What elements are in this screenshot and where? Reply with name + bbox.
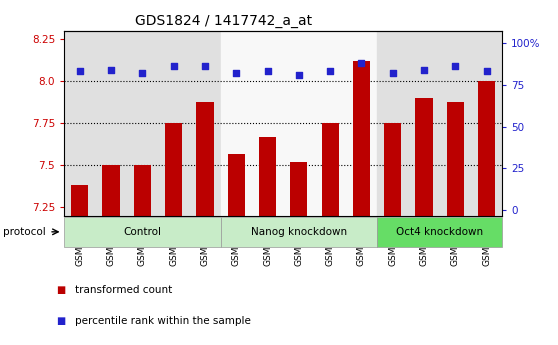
Point	[232, 70, 240, 76]
Bar	[415, 98, 432, 216]
Bar	[408, 31, 440, 216]
Bar	[384, 124, 401, 216]
Point	[295, 72, 304, 77]
Bar	[346, 31, 377, 216]
Bar	[440, 31, 471, 216]
Text: protocol: protocol	[3, 227, 46, 237]
Text: transformed count: transformed count	[75, 285, 172, 295]
Bar	[377, 31, 408, 216]
Text: ■: ■	[56, 316, 65, 326]
Bar	[478, 81, 495, 216]
Point	[357, 60, 366, 66]
Point	[138, 70, 147, 76]
Bar	[158, 31, 189, 216]
Bar	[252, 31, 283, 216]
Bar	[471, 31, 502, 216]
Bar	[228, 154, 245, 216]
Bar	[71, 185, 88, 216]
Bar	[321, 124, 339, 216]
Bar	[134, 165, 151, 216]
Text: Control: Control	[123, 227, 161, 237]
Bar	[165, 124, 182, 216]
Bar	[127, 31, 158, 216]
Bar	[196, 101, 214, 216]
Point	[388, 70, 397, 76]
Point	[200, 63, 209, 69]
Point	[482, 69, 491, 74]
Point	[326, 69, 335, 74]
Text: Oct4 knockdown: Oct4 knockdown	[396, 227, 483, 237]
Point	[169, 63, 178, 69]
Point	[75, 69, 84, 74]
Bar	[315, 31, 346, 216]
Bar	[64, 31, 95, 216]
Text: percentile rank within the sample: percentile rank within the sample	[75, 316, 251, 326]
Bar	[95, 31, 127, 216]
Point	[263, 69, 272, 74]
Point	[420, 67, 429, 72]
Bar	[290, 162, 307, 216]
Bar	[220, 217, 377, 247]
Bar	[259, 137, 276, 216]
Bar	[64, 217, 220, 247]
Bar	[446, 101, 464, 216]
Point	[451, 63, 460, 69]
Bar	[189, 31, 220, 216]
Bar	[377, 217, 502, 247]
Bar	[283, 31, 315, 216]
Text: Nanog knockdown: Nanog knockdown	[251, 227, 347, 237]
Point	[107, 67, 116, 72]
Text: GDS1824 / 1417742_a_at: GDS1824 / 1417742_a_at	[134, 14, 312, 28]
Bar	[220, 31, 252, 216]
Bar	[103, 165, 120, 216]
Bar	[353, 61, 370, 216]
Text: ■: ■	[56, 285, 65, 295]
